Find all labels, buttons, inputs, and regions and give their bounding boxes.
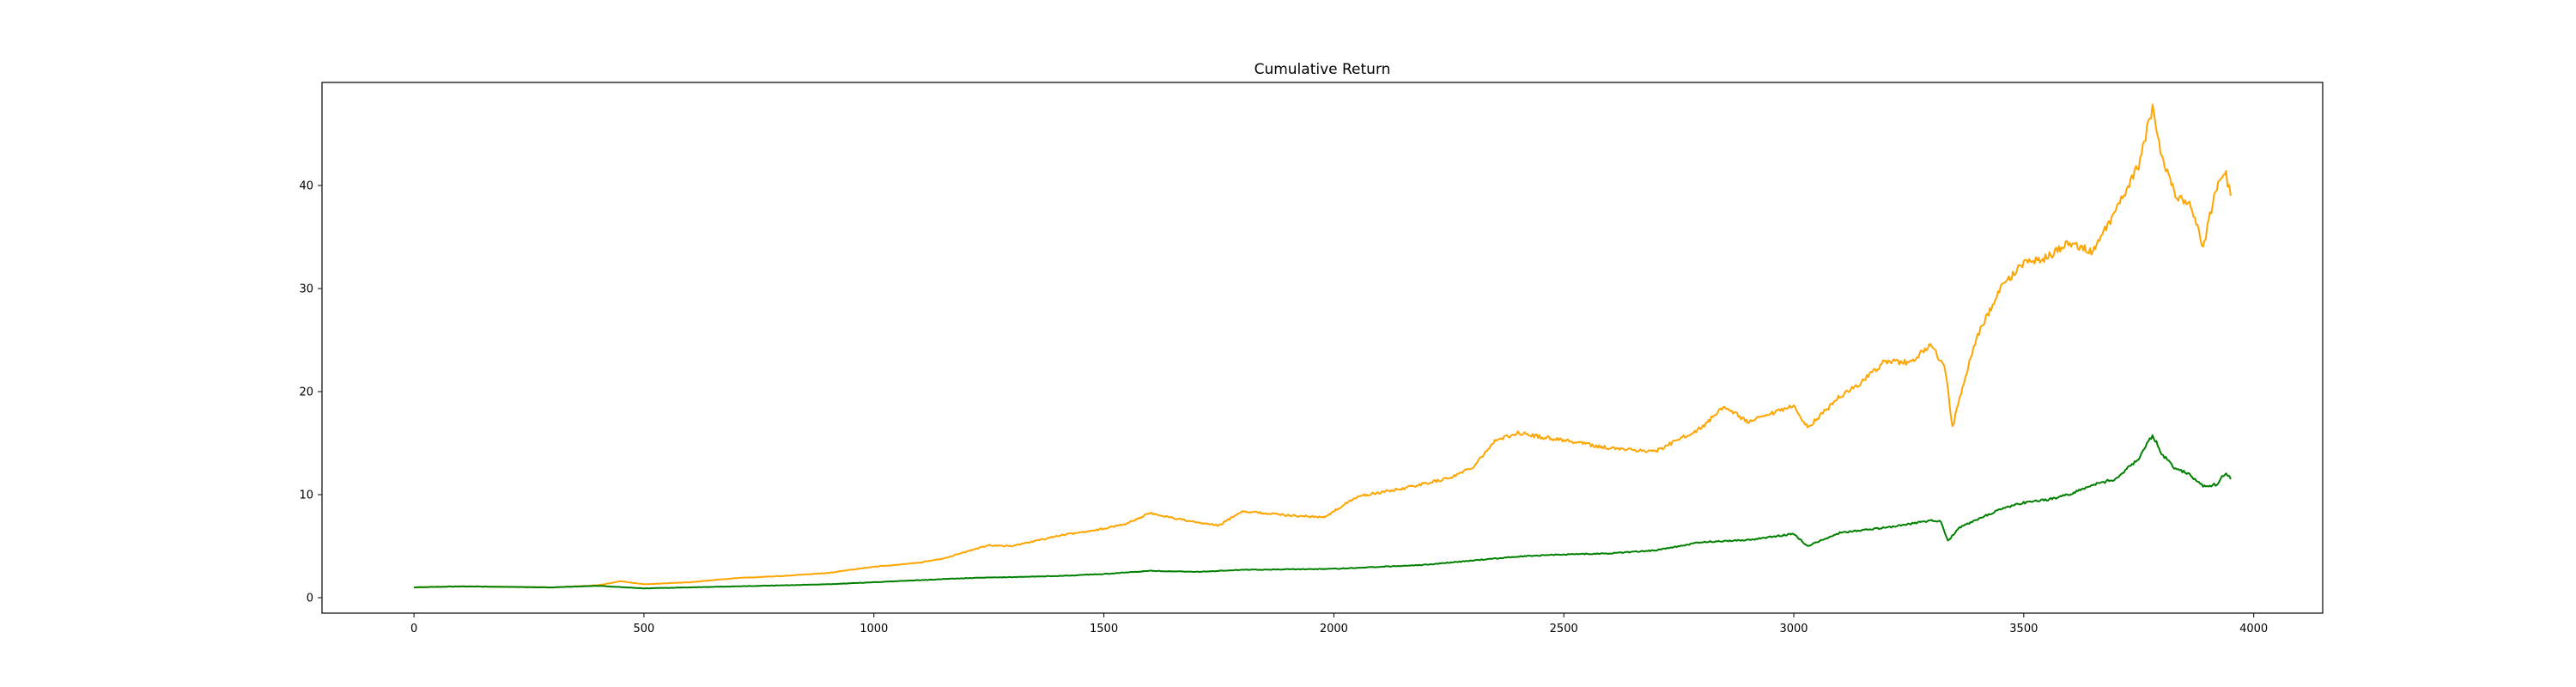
x-tick-label: 1500 bbox=[1090, 623, 1118, 635]
series-line-1 bbox=[413, 103, 2232, 589]
series-line-2 bbox=[413, 434, 2232, 590]
x-tick-label: 1000 bbox=[860, 623, 888, 635]
y-tick-label: 30 bbox=[299, 283, 313, 296]
x-tick-label: 0 bbox=[410, 623, 417, 635]
x-tick-label: 500 bbox=[634, 623, 655, 635]
x-tick-label: 3000 bbox=[1779, 623, 1807, 635]
y-tick-label: 10 bbox=[299, 489, 313, 502]
x-tick-label: 2000 bbox=[1320, 623, 1348, 635]
x-tick-label: 3500 bbox=[2009, 623, 2038, 635]
y-tick-label: 20 bbox=[299, 386, 313, 399]
series-layer bbox=[413, 103, 2232, 590]
x-axis: 0 500 1000 1500 2000 2500 3000 3500 4000 bbox=[410, 613, 2268, 635]
plot-frame bbox=[321, 82, 2324, 614]
y-tick-label: 40 bbox=[299, 180, 313, 193]
y-tick-label: 0 bbox=[307, 593, 313, 605]
x-tick-label: 2500 bbox=[1550, 623, 1578, 635]
chart-title: Cumulative Return bbox=[1255, 61, 1391, 78]
y-axis: 0 10 20 30 40 bbox=[299, 180, 322, 605]
x-tick-label: 4000 bbox=[2239, 623, 2268, 635]
